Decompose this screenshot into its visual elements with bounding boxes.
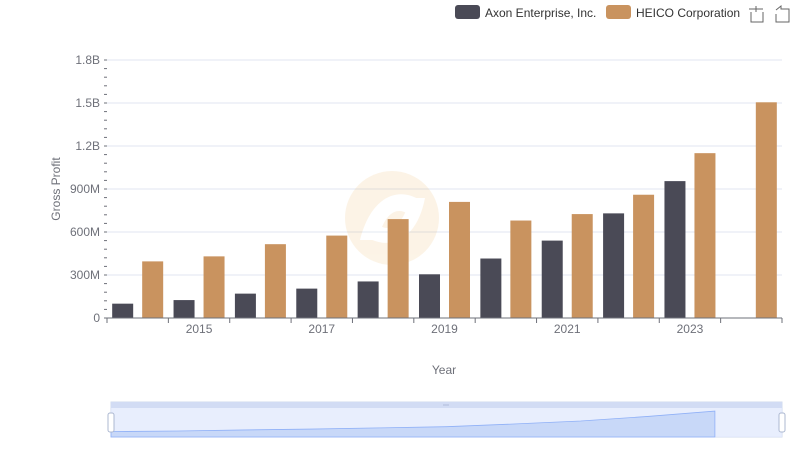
bar-axon-2020[interactable] (480, 258, 502, 318)
y-tick-label: 600M (70, 225, 100, 239)
zoom-reset-icon[interactable] (775, 4, 790, 23)
bar-heico-2022[interactable] (633, 194, 655, 318)
data-zoom-handle-right[interactable] (778, 412, 786, 433)
bar-axon-2022[interactable] (603, 213, 625, 318)
bar-axon-2021[interactable] (541, 240, 563, 318)
bar-heico-2014[interactable] (142, 261, 164, 318)
legend-label-axon: Axon Enterprise, Inc. (485, 6, 596, 20)
y-tick-label: 1.5B (75, 96, 100, 110)
y-tick-label: 300M (70, 268, 100, 282)
zoom-select-icon[interactable] (749, 6, 764, 23)
watermark-logo (345, 171, 439, 265)
legend: Axon Enterprise, Inc. HEICO Corporation (455, 5, 740, 20)
bars (112, 102, 777, 319)
x-axis-title: Year (432, 363, 456, 377)
legend-label-heico: HEICO Corporation (636, 6, 740, 20)
legend-swatch-axon (455, 5, 480, 19)
y-tick-label: 1.8B (75, 53, 100, 67)
bar-heico-2016[interactable] (264, 244, 286, 318)
bar-axon-2015[interactable] (173, 300, 195, 318)
x-tick-label: 2015 (186, 322, 213, 336)
bar-heico-2015[interactable] (203, 256, 225, 318)
bar-heico-2021[interactable] (571, 214, 593, 318)
bar-axon-2018[interactable] (357, 281, 379, 318)
bar-axon-2023[interactable] (664, 181, 686, 318)
y-tick-label: 900M (70, 182, 100, 196)
legend-item-heico[interactable]: HEICO Corporation (606, 5, 740, 20)
bar-axon-2014[interactable] (112, 303, 134, 318)
bar-heico-2020[interactable] (510, 220, 532, 318)
x-tick-label: 2023 (677, 322, 704, 336)
legend-item-axon[interactable]: Axon Enterprise, Inc. (455, 5, 596, 20)
y-tick-label: 0 (93, 311, 100, 325)
bar-heico-2018[interactable] (387, 219, 409, 318)
legend-swatch-heico (606, 5, 631, 19)
x-axis-ticks: 2015 2017 2019 2021 2023 (106, 318, 783, 336)
x-tick-label: 2021 (554, 322, 581, 336)
data-zoom-top-bar[interactable] (111, 402, 782, 408)
y-axis-minor-ticks (104, 59, 107, 319)
y-tick-label: 1.2B (75, 139, 100, 153)
bar-heico-2023[interactable] (694, 153, 716, 318)
data-zoom-preview-area (110, 410, 716, 438)
y-axis-title: Gross Profit (49, 157, 63, 221)
bar-axon-2017[interactable] (296, 288, 318, 318)
bar-axon-2016[interactable] (234, 293, 256, 318)
bar-heico-2019[interactable] (449, 201, 470, 318)
x-tick-label: 2017 (308, 322, 335, 336)
y-axis-ticks: 0 300M 600M 900M 1.2B 1.5B 1.8B (70, 53, 100, 325)
x-tick-label: 2019 (431, 322, 458, 336)
data-zoom-slider[interactable] (107, 401, 786, 438)
data-zoom-grip-icon (443, 404, 449, 406)
data-zoom-handle-left[interactable] (107, 412, 115, 433)
bar-heico-2024[interactable] (755, 102, 777, 319)
bar-heico-2017[interactable] (326, 235, 348, 318)
bar-axon-2019[interactable] (419, 274, 440, 318)
